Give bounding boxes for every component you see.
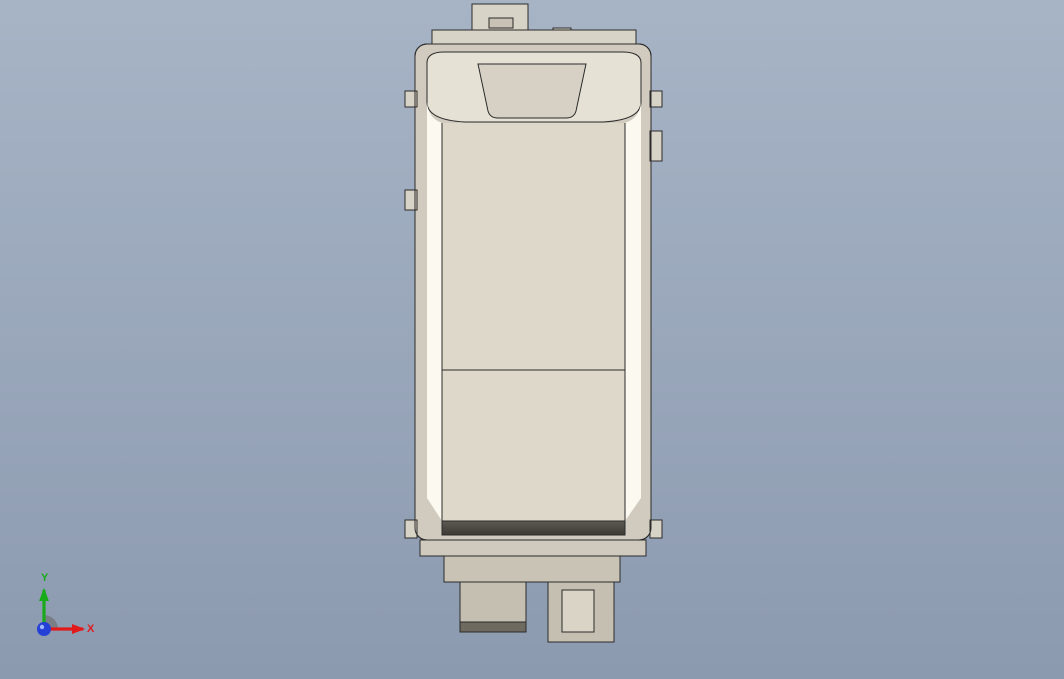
cad-viewport[interactable]: X Y [0,0,1064,679]
axis-triad[interactable]: X Y [28,577,108,657]
model-canvas [0,0,1064,679]
axis-x-label: X [87,623,94,635]
axis-triad-svg [28,577,108,657]
axis-y-label: Y [41,572,48,584]
